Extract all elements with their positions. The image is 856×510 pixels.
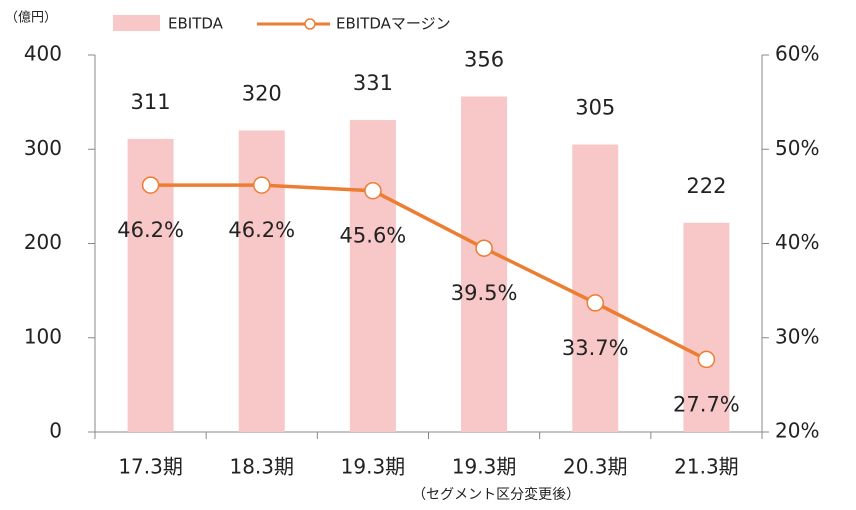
x-tick-label: 19.3期: [452, 455, 517, 479]
bar-label: 320: [242, 81, 282, 105]
bar-label: 311: [131, 90, 171, 114]
bar: [572, 144, 619, 432]
bar-label: 356: [464, 47, 504, 71]
x-tick-label: 17.3期: [118, 455, 183, 479]
y-tick-label: 200: [24, 230, 62, 254]
bar-label: 331: [353, 71, 393, 95]
line-label: 27.7%: [673, 392, 740, 416]
y-tick-label: 0: [49, 419, 62, 443]
line-marker: [141, 176, 160, 194]
line-label: 45.6%: [340, 224, 407, 248]
x-tick-label: 19.3期: [341, 455, 406, 479]
line-marker: [253, 176, 271, 194]
y2-tick-label: 40%: [775, 230, 819, 254]
bar: [238, 130, 285, 432]
x-tick-label: 18.3期: [229, 455, 294, 479]
line-marker: [586, 294, 604, 312]
y-tick-label: 400: [24, 42, 62, 66]
y-tick-label: 100: [24, 324, 62, 348]
y-tick-label: 300: [24, 136, 62, 160]
line-label: 46.2%: [117, 218, 184, 242]
line-label: 33.7%: [562, 336, 629, 360]
line-label: 46.2%: [228, 218, 295, 242]
y2-tick-label: 50%: [775, 136, 819, 160]
line: [150, 183, 708, 361]
legend-swatch: [113, 15, 160, 31]
legend-label: EBITDA: [168, 15, 224, 33]
annotation: （セグメント区分変更後）: [412, 486, 580, 503]
bar-label: 305: [575, 96, 615, 120]
bar: [349, 120, 396, 432]
legend-marker: [304, 18, 316, 30]
x-tick-label: 21.3期: [674, 455, 739, 479]
bar-label: 222: [686, 174, 726, 198]
y2-tick-label: 20%: [775, 419, 819, 443]
x-tick-label: 20.3期: [563, 455, 628, 479]
y2-tick-label: 60%: [775, 42, 819, 66]
y2-tick-label: 30%: [775, 324, 819, 348]
unit-label: （億円）: [5, 10, 57, 26]
line-marker: [475, 239, 493, 257]
bar: [683, 222, 730, 432]
line-label: 39.5%: [451, 281, 518, 305]
line-marker: [364, 181, 382, 200]
legend-label: EBITDAマージン: [336, 15, 451, 33]
line-marker: [697, 350, 716, 369]
bar: [461, 96, 508, 432]
